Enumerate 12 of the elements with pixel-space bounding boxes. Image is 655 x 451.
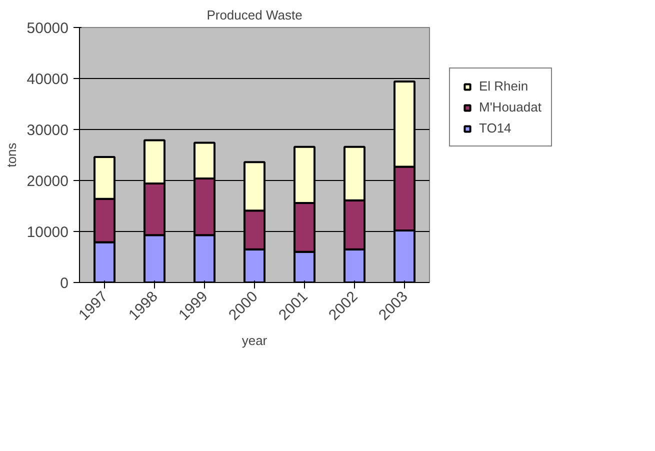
y-tick-label: 10000 [26,224,69,241]
y-tick-label: 20000 [26,173,69,190]
y-tick-label: 50000 [26,20,69,37]
x-axis-title: year [242,332,268,348]
y-tick-label: 0 [60,275,68,292]
legend-label: TO14 [479,120,512,136]
legend-label: M'Houadat [479,100,542,114]
chart-title: Produced Waste [206,8,302,22]
y-axis-title: tons [4,142,19,168]
y-tick-label: 40000 [26,71,69,88]
y-tick-label: 30000 [26,122,69,139]
legend-label: El Rhein [479,78,528,94]
